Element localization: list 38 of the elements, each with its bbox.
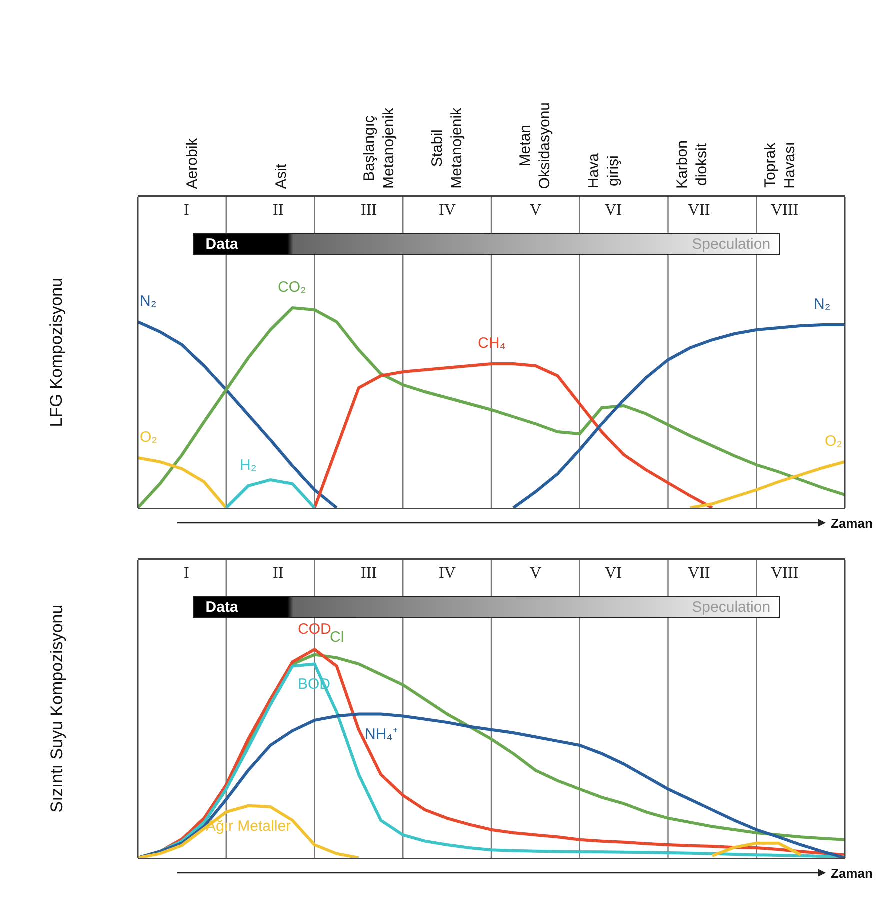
text: VII — [688, 565, 710, 582]
text: Hava girişi — [586, 152, 622, 189]
text: Stabil Metanojenik — [428, 107, 466, 189]
text: Aerobik — [184, 138, 202, 190]
gradient-scale-bar: Data Speculation — [192, 596, 780, 618]
series-label: CO₂ — [278, 279, 306, 296]
text: Asit — [273, 163, 290, 190]
text: Başlangıç Metanojenik — [360, 108, 398, 189]
text: III — [361, 202, 377, 219]
text: Metan Oksidasyonu — [517, 102, 554, 190]
text: I — [184, 202, 190, 219]
text: Toprak Havası — [762, 142, 798, 189]
text: VII — [688, 202, 710, 219]
text: IV — [439, 565, 456, 582]
text: VI — [605, 202, 622, 219]
series-label: Cl — [330, 629, 344, 646]
text: VI — [605, 565, 622, 582]
text: IV — [439, 202, 456, 219]
series-label: N₂ — [140, 293, 157, 310]
series-label: O₂ — [825, 433, 843, 450]
series-label: N₂ — [814, 296, 831, 313]
y-axis-title: Sızıntı Suyu Kompozisyonu — [48, 604, 67, 813]
series-label: O₂ — [140, 429, 158, 446]
text: VIII — [771, 202, 799, 219]
series-label: H₂ — [240, 457, 257, 474]
x-axis-title: Zaman — [831, 866, 873, 881]
x-axis-title: Zaman — [831, 516, 873, 531]
y-axis-title: LFG Kompozisyonu — [47, 278, 66, 428]
text: II — [273, 202, 284, 219]
series-label: NH₄⁺ — [365, 726, 398, 743]
text: Karbon dioksit — [674, 140, 710, 189]
text: III — [361, 565, 377, 582]
text: VIII — [771, 565, 799, 582]
text: II — [273, 565, 284, 582]
gradient-scale-bar: Data Speculation — [192, 233, 780, 255]
text: V — [530, 565, 542, 582]
text: V — [530, 202, 542, 219]
text: I — [184, 565, 190, 582]
